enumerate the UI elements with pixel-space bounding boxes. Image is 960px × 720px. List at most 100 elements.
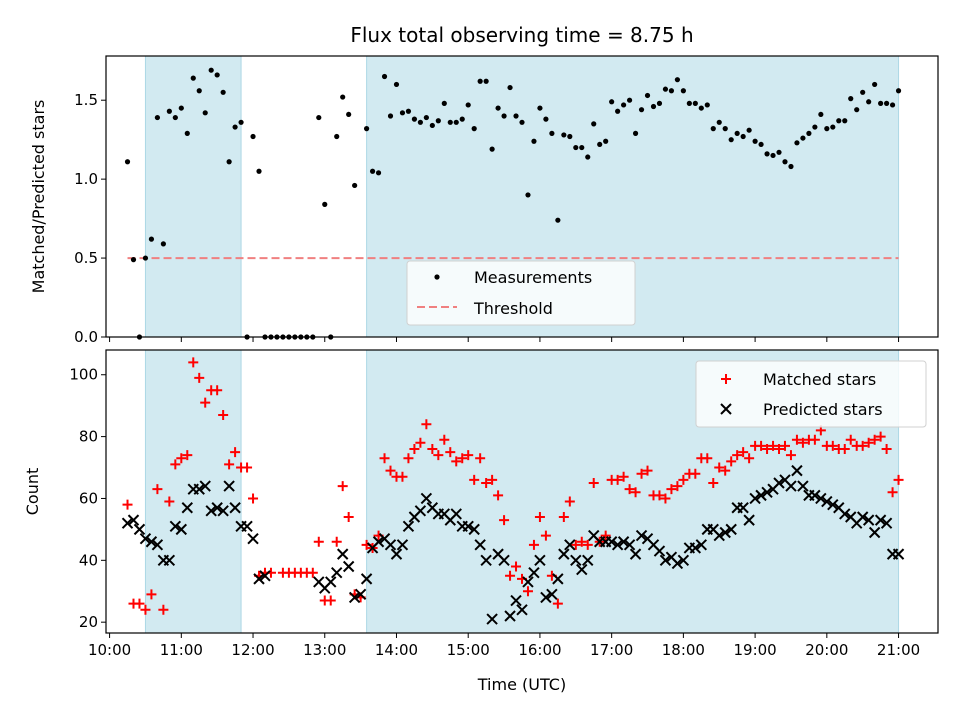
predicted-star-point [169,520,182,533]
measurement-point [447,119,453,125]
predicted-star-point [725,523,737,536]
predicted-star-point [223,480,235,492]
measurement-point [638,107,645,113]
legend: Matched stars Predicted stars [695,360,927,428]
matched-star-point [230,447,241,458]
predicted-star-point [862,514,875,526]
predicted-star-point [384,539,397,551]
matched-star-point [654,490,665,501]
matched-star-point [845,434,856,445]
measurement-point [650,103,657,110]
measurement-point [256,168,262,174]
measurement-point [346,111,352,118]
matched-star-point [636,468,647,479]
measurement-point [405,108,412,114]
matched-star-point [702,453,713,464]
matched-star-point [445,447,456,458]
measurement-point [609,99,615,105]
predicted-star-point [821,495,833,508]
measurement-point [722,126,728,132]
measurement-point [322,201,328,207]
matched-star-point [307,567,318,578]
matched-star-point [487,474,498,485]
measurement-point [866,99,872,105]
matched-star-point [505,570,516,581]
x-tick-label: 16:00 [518,641,561,659]
matched-star-point [242,462,253,473]
predicted-star-point [743,514,755,526]
matched-star-point [457,453,468,464]
measurement-point [435,118,441,124]
measurement-point [148,236,155,242]
predicted-star-point [791,464,803,477]
measurement-point [393,81,400,88]
matched-star-point [534,512,545,523]
legend-label: Matched stars [763,370,876,389]
measurement-point [824,126,830,132]
matched-star-point [385,465,396,476]
predicted-star-point [342,560,355,573]
matched-star-point [152,484,163,495]
matched-star-point [397,471,408,482]
predicted-star-point [139,532,152,545]
measurement-point [519,119,525,125]
predicted-star-point [175,523,188,536]
matched-star-point [522,586,533,597]
legend-predicted-marker [720,403,732,415]
measurement-point [465,102,471,108]
predicted-star-point [205,505,217,517]
predicted-star-point [516,604,528,616]
predicted-star-point [540,591,552,604]
measurement-point [764,151,770,157]
predicted-star-point [528,566,540,579]
matched-star-point [499,515,510,526]
measurement-point [818,111,824,118]
matched-star-point [379,453,390,464]
measurement-point [507,84,513,91]
matched-star-point [140,604,151,615]
measurement-point [501,113,507,119]
y-tick-label: 1.5 [74,91,98,109]
predicted-star-point [121,517,134,529]
predicted-star-point [462,520,474,533]
matched-star-point [469,474,480,485]
matched-star-point [887,487,898,498]
matched-star-point [528,539,539,550]
y-tick-label: 20 [79,613,98,631]
measurement-point [250,133,256,140]
predicted-star-point [360,573,373,585]
matched-star-point [768,440,779,451]
predicted-star-point [856,511,869,523]
y-tick-label: 100 [69,366,98,384]
y-tick-label: 1.0 [74,170,98,188]
measurement-point [597,141,603,148]
measurement-point [160,241,166,247]
measurement-point [788,163,794,170]
matched-star-point [612,474,623,485]
predicted-star-point [181,502,193,514]
legend: Measurements Threshold [406,260,636,326]
x-tick-label: 17:00 [590,641,633,659]
predicted-star-point [420,492,433,505]
measurement-point [417,119,423,125]
measurement-point [883,100,890,106]
measurement-point [794,140,800,146]
measurement-point [716,119,722,125]
matched-star-point [660,493,671,504]
matched-star-point [678,474,689,485]
matched-star-point [343,512,354,523]
matched-star-point [218,409,229,420]
predicted-star-point [504,610,516,622]
x-tick-label: 12:00 [231,641,274,659]
matched-star-point [708,477,719,488]
measurement-point [220,89,226,95]
measurement-point [776,149,782,155]
legend-measurement-marker [434,274,440,280]
matched-star-point [738,447,749,458]
measurement-point [812,124,818,130]
predicted-star-point [241,520,253,533]
measurement-point [130,257,137,263]
axes-frame [105,349,939,634]
matched-star-point [511,561,522,572]
